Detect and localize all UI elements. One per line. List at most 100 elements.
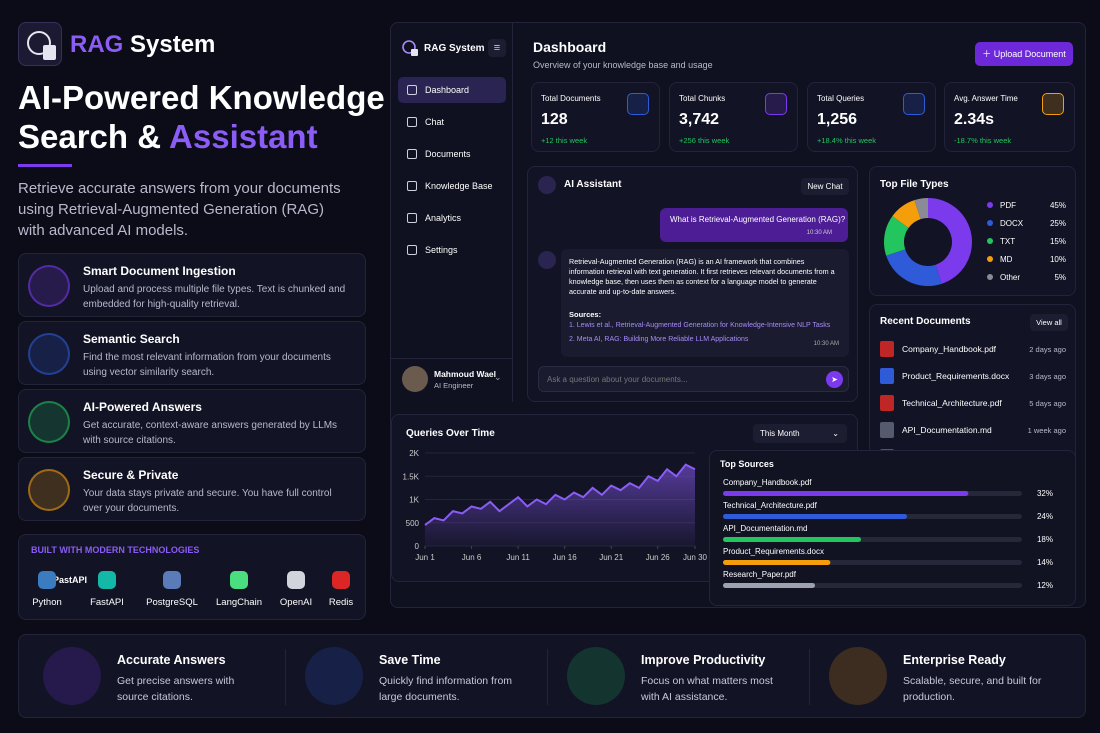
feature-icon (28, 401, 70, 443)
pie-slice (928, 198, 972, 284)
brand: RAG System (70, 31, 215, 59)
tech-icon (163, 571, 181, 589)
stat-label: Total Documents (541, 94, 601, 103)
bar (723, 514, 907, 519)
x-tick-label: Jun 6 (462, 553, 482, 562)
legend-dot (987, 256, 993, 262)
pie-chart: PDF 45% DOCX 25% TXT 15% MD 10% Other 5% (884, 198, 1066, 286)
tech-icon (98, 571, 116, 589)
recent-title: Recent Documents (880, 316, 971, 327)
range-selector[interactable]: This Month ⌄ (753, 424, 847, 443)
doc-time: 5 days ago (1029, 399, 1066, 408)
bar-chart: Company_Handbook.pdf 32% Technical_Archite… (723, 478, 1053, 590)
hero-description: Retrieve accurate answers from your docu… (18, 180, 341, 239)
chat-input[interactable]: Ask a question about your documents... ➤ (538, 366, 849, 392)
brand-accent: RAG (70, 31, 124, 58)
y-tick-label: 500 (406, 519, 420, 528)
tech-icon (287, 571, 305, 589)
stat-card: Total Chunks 3,742 +256 this week (669, 82, 798, 152)
stat-icon (1042, 93, 1064, 115)
bar (723, 560, 831, 565)
tech-icon (332, 571, 350, 589)
pie-slice (892, 200, 921, 228)
bar (723, 537, 861, 542)
stat-change: +18.4% this week (817, 136, 876, 145)
upload-button[interactable]: ＋ Upload Document (975, 42, 1073, 66)
sources-panel: Top Sources (709, 450, 1076, 606)
benefit-divider (809, 649, 810, 705)
nav-item[interactable]: Chat (398, 109, 506, 135)
bar-label: Product_Requirements.docx (723, 547, 824, 556)
doc-name[interactable]: Product_Requirements.docx (902, 371, 1010, 381)
divider (18, 164, 72, 167)
sources-label: Sources: (569, 310, 602, 319)
logo (18, 22, 62, 66)
menu-button[interactable]: ≡ (488, 39, 506, 57)
doc-icon (880, 341, 894, 357)
benefit-divider (285, 649, 286, 705)
feature-title: Smart Document Ingestion (83, 264, 236, 278)
stat-label: Total Chunks (679, 94, 726, 103)
chart-title: Top File Types (880, 179, 949, 190)
bar-value: 32% (1037, 489, 1053, 498)
new-chat[interactable]: New Chat (801, 178, 849, 195)
nav-label: Settings (425, 245, 458, 255)
nav-item[interactable]: Settings (398, 237, 506, 263)
tech-logo-text: PastAPI (53, 575, 88, 585)
stat-change: +12 this week (541, 136, 588, 145)
y-tick-label: 2K (409, 449, 419, 458)
feature-card: AI-Powered Answers Get accurate, context-… (18, 389, 366, 453)
legend-label: DOCX (1000, 219, 1024, 228)
pie-slice (884, 216, 909, 256)
nav-item[interactable]: Documents (398, 141, 506, 167)
stat-card: Avg. Answer Time 2.34s -18.7% this week (944, 82, 1075, 152)
feature-desc: Upload and process multiple file types. … (83, 284, 346, 310)
doc-name[interactable]: Company_Handbook.pdf (902, 344, 997, 354)
benefit-desc: Quickly find information from large docu… (379, 675, 513, 703)
benefit-title: Enterprise Ready (903, 653, 1006, 667)
nav-item[interactable]: Analytics (398, 205, 506, 231)
user-message: What is Retrieval-Augmented Generation (… (670, 215, 846, 224)
legend-label: MD (1000, 255, 1013, 264)
x-tick-label: Jun 11 (506, 553, 530, 562)
nav-item[interactable]: Dashboard (398, 77, 506, 103)
sidebar-logo (402, 40, 418, 56)
user-time: 10:30 AM (806, 230, 832, 236)
view-all[interactable]: View all (1030, 314, 1068, 331)
sidebar-divider (512, 22, 513, 402)
nav-item[interactable]: Knowledge Base (398, 173, 506, 199)
chart-title: Queries Over Time (406, 428, 495, 439)
x-tick-label: Jun 30 (683, 553, 708, 562)
stat-card: Total Documents 128 +12 this week (531, 82, 660, 152)
sidebar-brand: RAG System (424, 43, 485, 54)
pie-slice (914, 198, 928, 220)
source[interactable]: 1. Lewis et al., Retrieval-Augmented Gen… (569, 322, 831, 329)
user-menu[interactable]: ⌄ (494, 372, 502, 382)
tech-name: OpenAI (279, 597, 313, 608)
send-button[interactable]: ➤ (826, 371, 843, 388)
doc-time: 2 days ago (1029, 345, 1066, 354)
user-role: AI Engineer (434, 381, 474, 390)
area (425, 464, 695, 546)
doc-name[interactable]: API_Documentation.md (902, 425, 992, 435)
bar-value: 24% (1037, 512, 1053, 521)
feature-icon (28, 333, 70, 375)
hero-title: AI-Powered Knowledge Search & Assistant (18, 78, 385, 156)
doc-name[interactable]: Technical_Architecture.pdf (902, 398, 1002, 408)
user-bubble: What is Retrieval-Augmented Generation (… (660, 208, 848, 242)
stat-value: 128 (541, 111, 568, 128)
bar-label: API_Documentation.md (723, 524, 808, 533)
y-tick-label: 1K (409, 496, 419, 505)
benefit-title: Accurate Answers (117, 653, 226, 667)
nav-label: Analytics (425, 213, 462, 223)
tech-name: LangChain (216, 597, 262, 608)
nav-icon (407, 213, 417, 223)
legend-dot (987, 220, 993, 226)
legend-dot (987, 202, 993, 208)
feature-title: Secure & Private (83, 468, 179, 482)
feature-title: AI-Powered Answers (83, 400, 202, 414)
line (424, 463, 696, 526)
x-tick-label: Jun 16 (553, 553, 578, 562)
source[interactable]: 2. Meta AI, RAG: Building More Reliable … (569, 336, 749, 343)
